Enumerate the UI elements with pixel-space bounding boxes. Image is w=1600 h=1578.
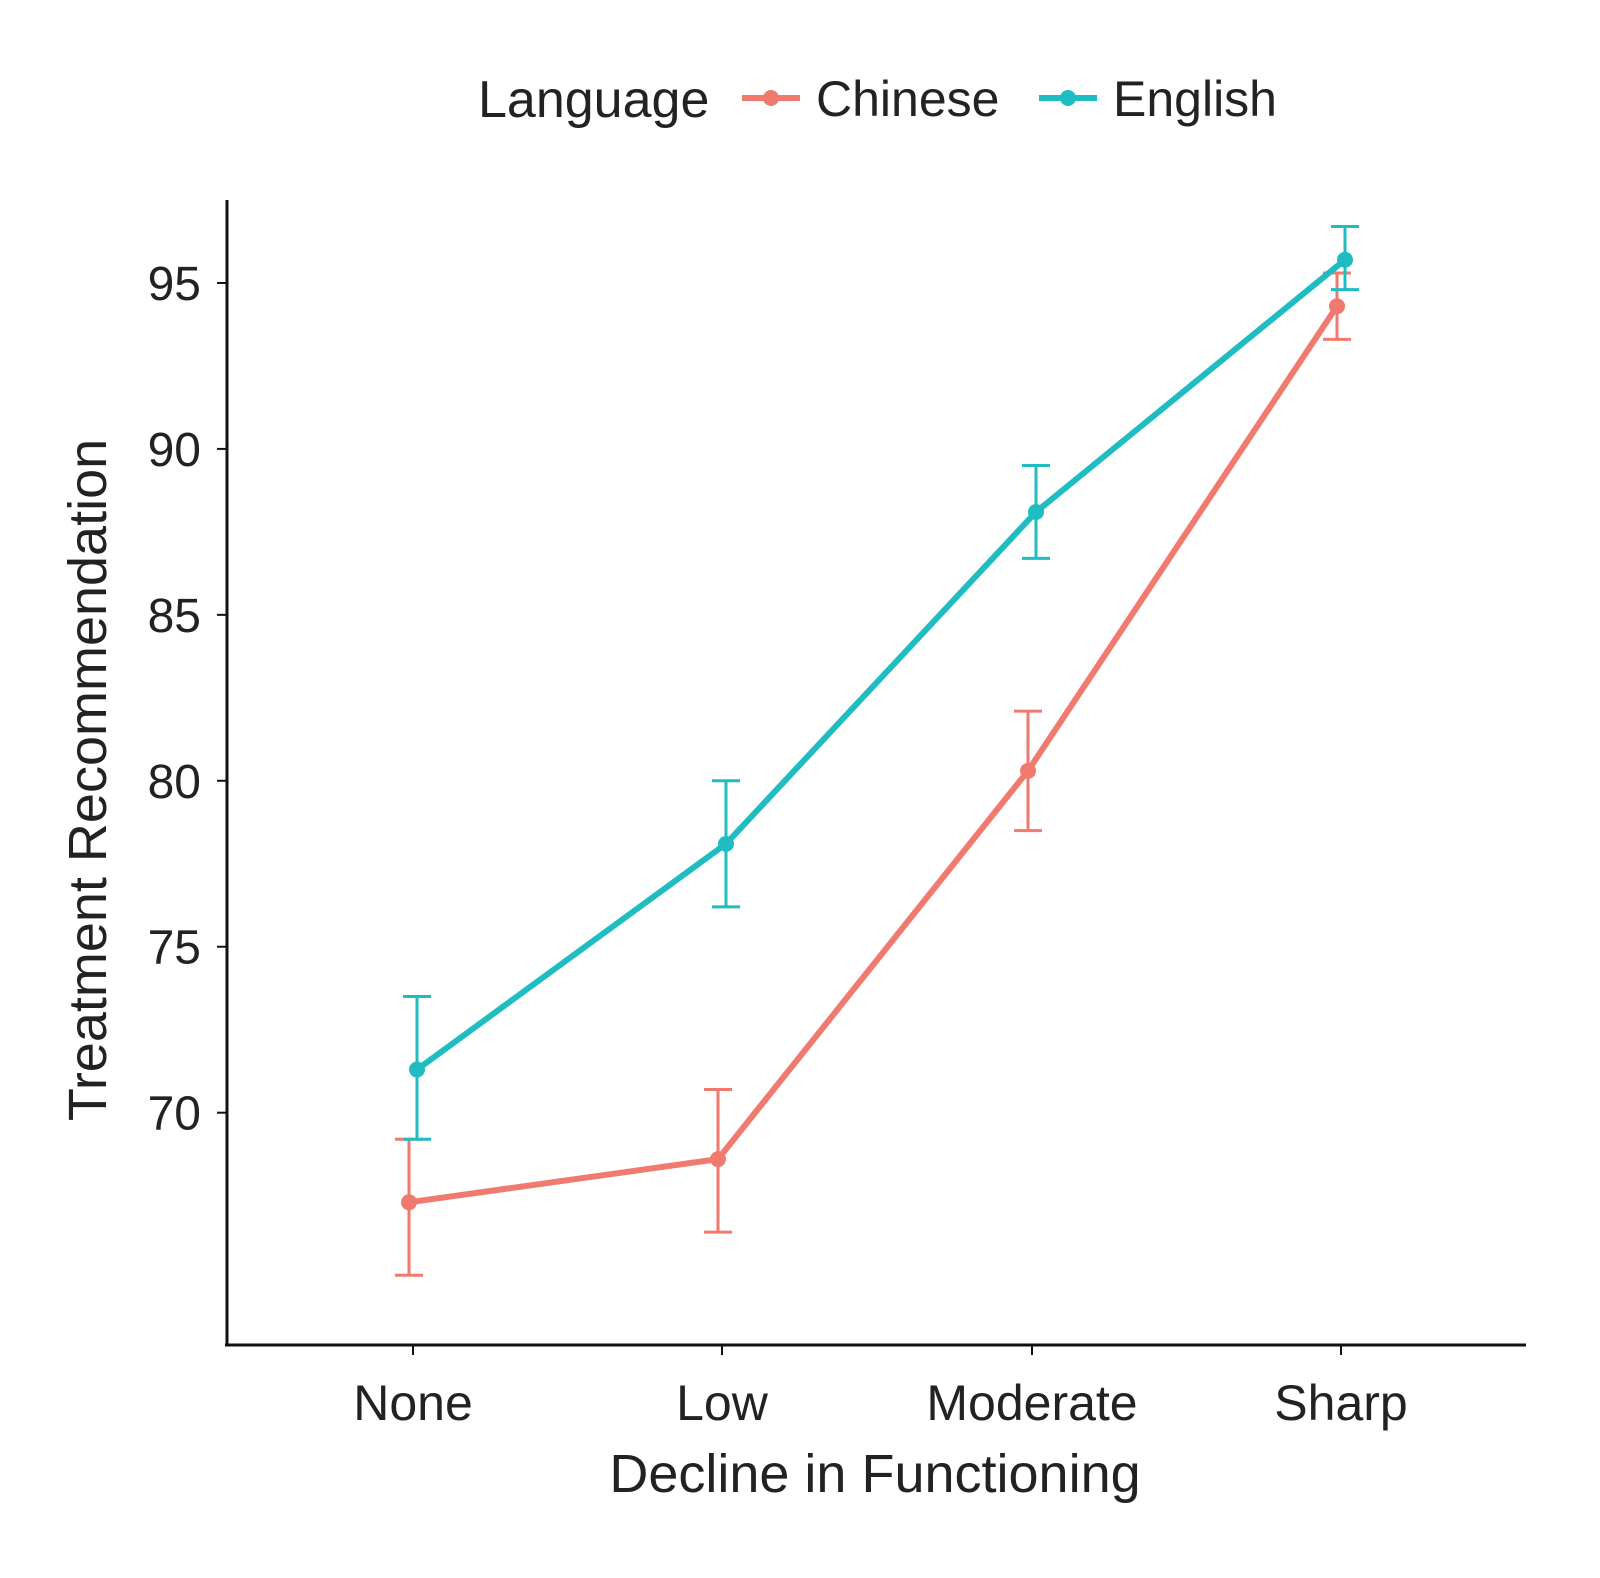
- x-tick-label: None: [353, 1375, 473, 1431]
- y-tick-label: 95: [148, 258, 201, 311]
- series-chinese: [395, 271, 1351, 1277]
- data-point: [1329, 298, 1345, 315]
- legend-label: English: [1113, 71, 1277, 127]
- legend-item-english: English: [1039, 71, 1277, 127]
- legend-label: Chinese: [816, 71, 999, 127]
- legend-item-chinese: Chinese: [742, 71, 999, 127]
- data-point: [1028, 503, 1044, 520]
- data-point: [718, 835, 734, 852]
- x-tick-label: Sharp: [1274, 1375, 1407, 1431]
- legend-swatch-point: [763, 90, 779, 106]
- y-tick-label: 80: [148, 756, 201, 809]
- data-point: [1020, 762, 1036, 779]
- x-tick-label: Moderate: [926, 1375, 1137, 1431]
- legend-items: Chinese English: [742, 71, 1277, 127]
- data-point: [401, 1194, 417, 1211]
- y-axis-title: Treatment Recommendation: [58, 439, 118, 1121]
- series-line: [414, 256, 1348, 1073]
- plot-area: 70 75 80 85 90 95 None Low Moderate Sharp: [148, 200, 1526, 1431]
- x-axis-title: Decline in Functioning: [609, 1444, 1140, 1504]
- series-line: [406, 303, 1340, 1206]
- y-tick-label: 75: [148, 922, 201, 975]
- data-point: [710, 1151, 726, 1168]
- legend-swatch-point: [1060, 90, 1076, 106]
- data-point: [409, 1061, 425, 1078]
- data-point: [1337, 251, 1353, 268]
- x-tick-label: Low: [676, 1375, 769, 1431]
- y-tick-label: 70: [148, 1088, 201, 1141]
- y-tick-label: 85: [148, 590, 201, 643]
- y-tick-label: 90: [148, 424, 201, 477]
- legend: Language Chinese English: [478, 71, 1277, 129]
- series-english: [403, 225, 1359, 1141]
- legend-title: Language: [478, 71, 709, 129]
